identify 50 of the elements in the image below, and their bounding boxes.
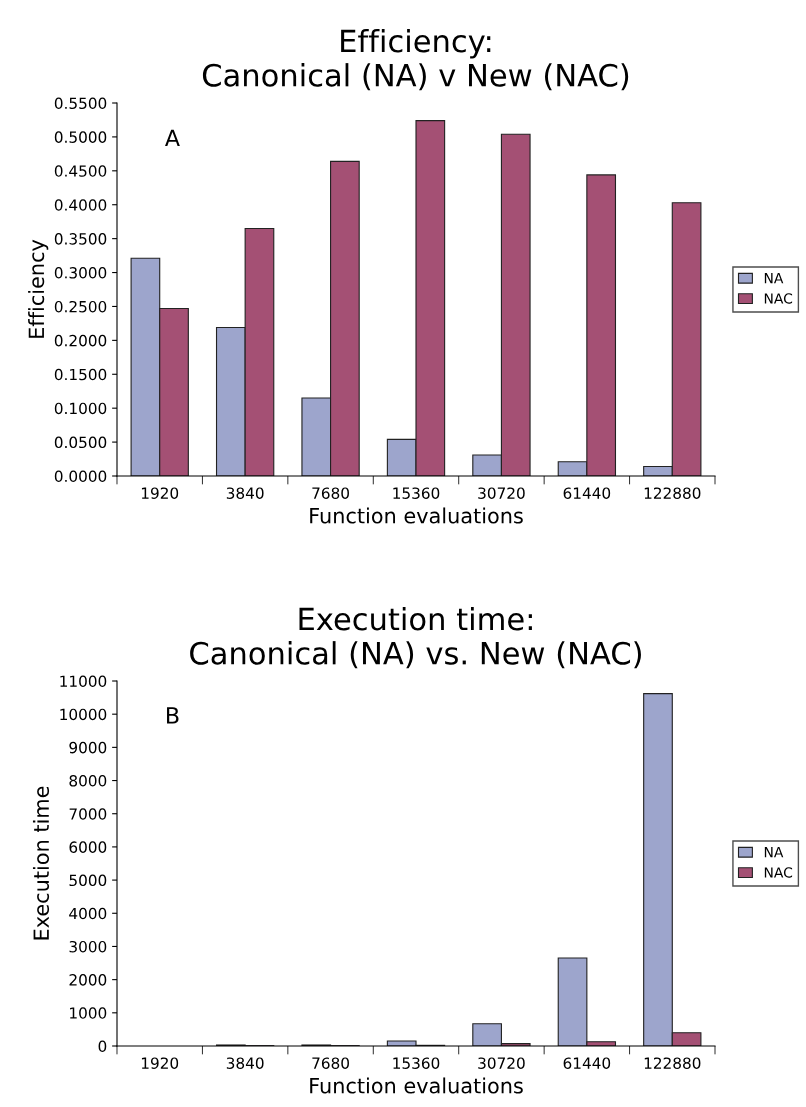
y-tick-label: 7000 <box>69 808 107 820</box>
x-tick-label: 1920 <box>141 487 179 499</box>
y-tick-label: 0.0000 <box>54 470 107 483</box>
y-tick-label: 0.1500 <box>54 368 107 381</box>
y-tick-label: 0.4500 <box>54 165 107 177</box>
x-tick-label: 1920 <box>141 1057 179 1069</box>
y-tick-label: 0.4000 <box>54 199 107 211</box>
legend-label: NA <box>764 847 784 858</box>
annotation: A <box>165 129 180 146</box>
x-axis-title: Function evaluations <box>310 1077 523 1094</box>
y-tick-label: 4000 <box>69 907 107 920</box>
y-tick-label: 0.3000 <box>54 267 107 279</box>
y-tick-label: 0.0500 <box>54 436 107 449</box>
y-tick-label: 6000 <box>69 841 107 853</box>
x-tick-label: 61440 <box>563 487 611 499</box>
x-tick-label: 7680 <box>312 487 349 499</box>
legend-label: NAC <box>764 293 793 304</box>
y-tick-label: 5000 <box>69 874 107 887</box>
y-tick-label: 0.3500 <box>54 233 107 245</box>
y-tick-label: 0 <box>98 1040 107 1053</box>
chart-title: Efficiency: Canonical (NA) v New (NAC) <box>202 28 629 91</box>
y-axis-title: Efficiency <box>28 239 49 338</box>
chart-title: Execution time: Canonical (NA) vs. New (NAC) <box>190 606 641 669</box>
x-tick-label: 30720 <box>478 487 525 499</box>
x-tick-label: 3840 <box>226 487 264 499</box>
y-tick-label: 9000 <box>69 741 107 754</box>
y-tick-label: 0.2000 <box>54 334 107 347</box>
y-tick-label: 0.2500 <box>54 300 107 313</box>
x-axis-title: Function evaluations <box>310 507 523 524</box>
legend-label: NAC <box>764 867 793 878</box>
x-tick-label: 122880 <box>644 1057 701 1069</box>
y-tick-label: 11000 <box>60 675 107 688</box>
y-tick-label: 10000 <box>60 708 107 721</box>
y-tick-label: 2000 <box>69 974 107 986</box>
x-tick-label: 15360 <box>393 487 440 499</box>
annotation: B <box>167 707 179 724</box>
y-axis-title: Execution time <box>32 786 50 940</box>
x-tick-label: 15360 <box>393 1057 440 1069</box>
y-tick-label: 3000 <box>69 940 107 953</box>
x-tick-label: 122880 <box>644 487 701 499</box>
y-tick-label: 0.5500 <box>54 97 107 110</box>
x-tick-label: 3840 <box>226 1057 264 1069</box>
y-tick-label: 1000 <box>70 1007 107 1019</box>
y-tick-label: 0.1000 <box>54 402 107 415</box>
x-tick-label: 30720 <box>478 1057 525 1069</box>
x-tick-label: 7680 <box>312 1057 349 1069</box>
x-tick-label: 61440 <box>563 1057 611 1069</box>
y-tick-label: 0.5000 <box>54 131 107 143</box>
legend-label: NA <box>764 273 784 284</box>
y-tick-label: 8000 <box>69 775 107 787</box>
